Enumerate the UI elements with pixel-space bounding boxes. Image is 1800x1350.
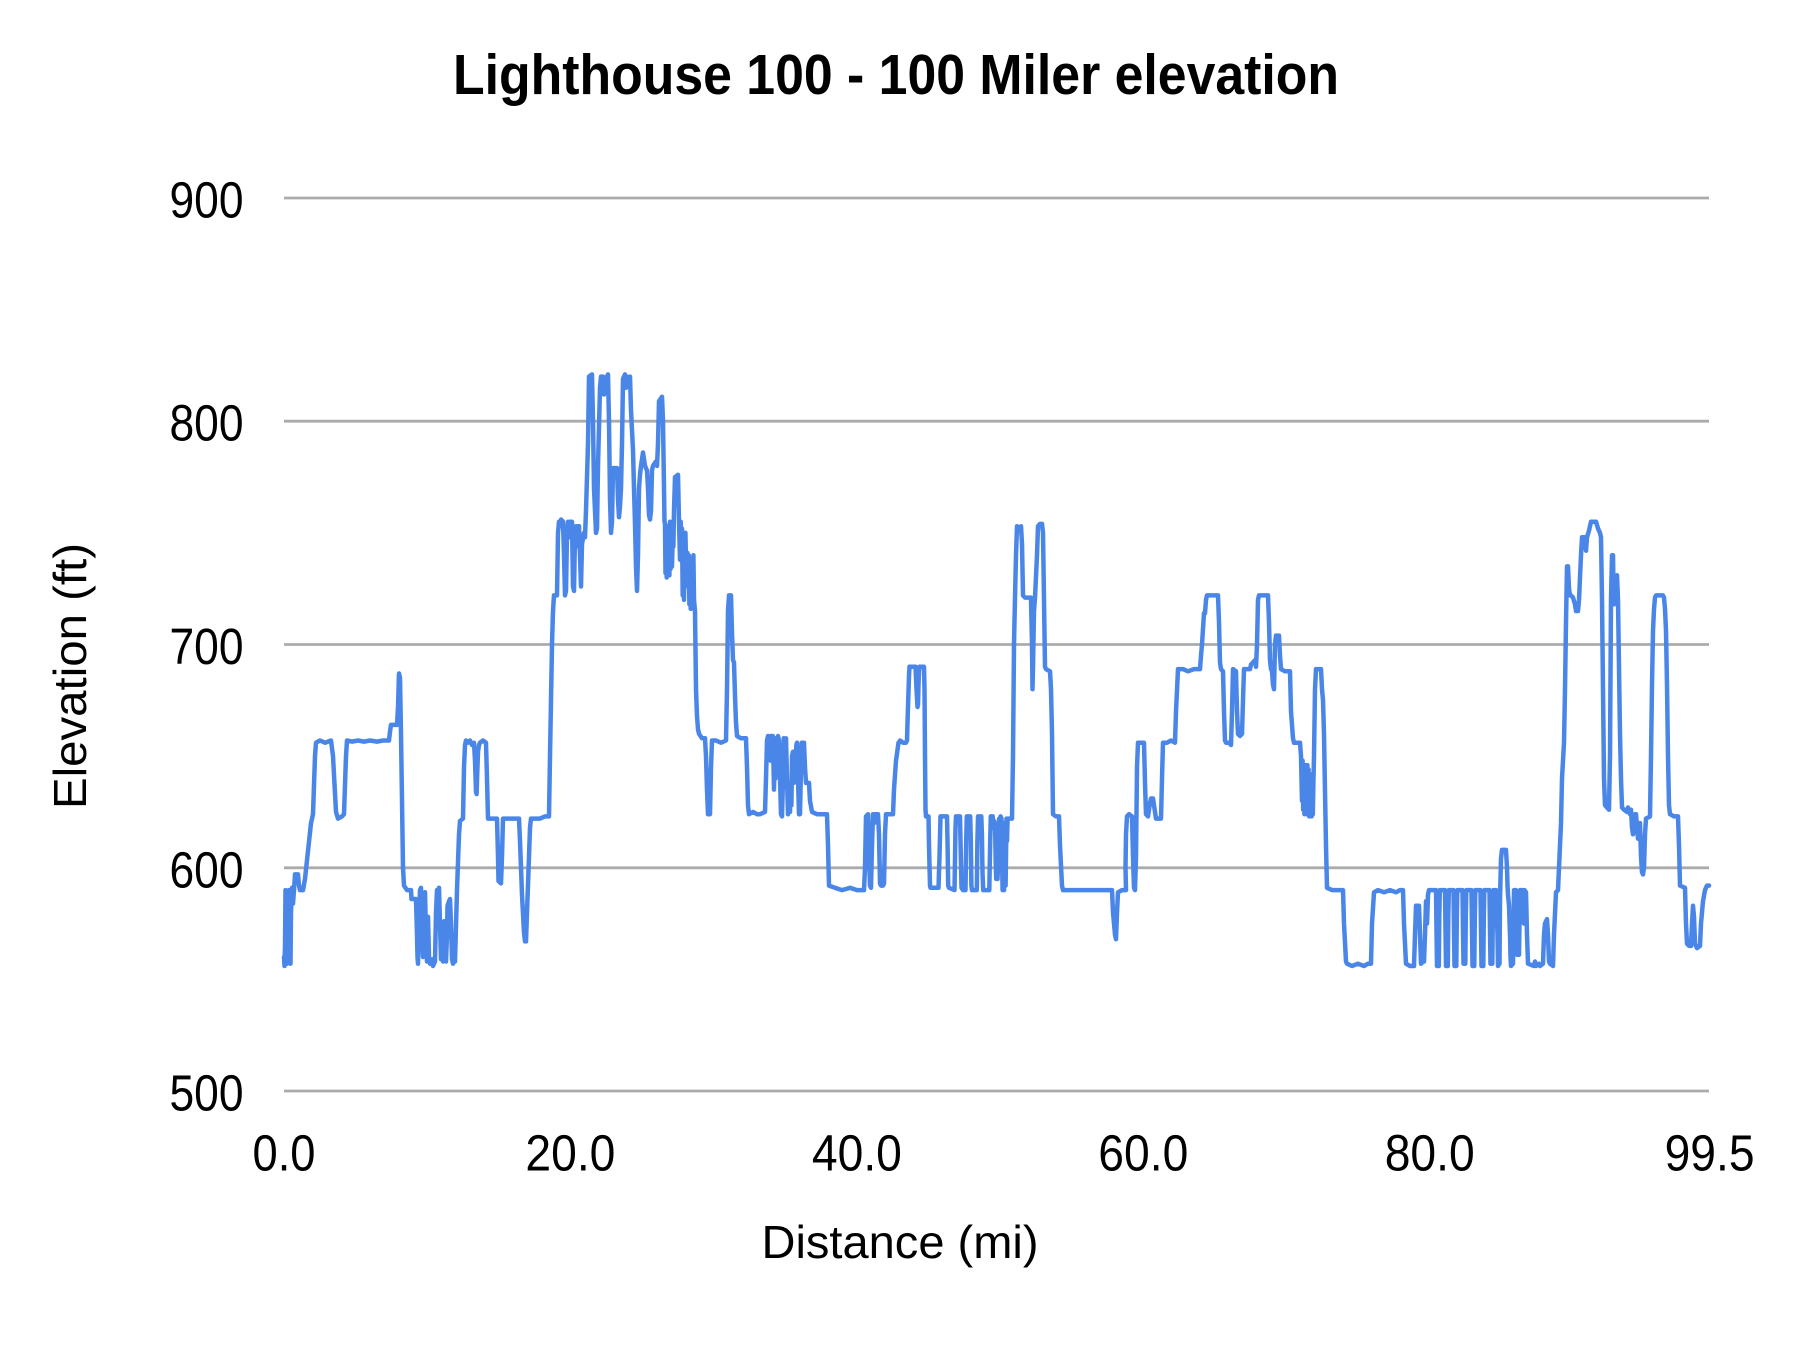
svg-text:900: 900 — [170, 172, 244, 229]
svg-text:60.0: 60.0 — [1098, 1125, 1188, 1182]
svg-text:40.0: 40.0 — [812, 1125, 902, 1182]
svg-text:Distance (mi): Distance (mi) — [762, 1216, 1039, 1268]
svg-text:20.0: 20.0 — [525, 1125, 615, 1182]
svg-text:800: 800 — [170, 395, 244, 452]
svg-text:80.0: 80.0 — [1385, 1125, 1475, 1182]
svg-text:700: 700 — [170, 618, 244, 675]
svg-text:600: 600 — [170, 841, 244, 898]
svg-text:Elevation (ft): Elevation (ft) — [44, 543, 96, 809]
svg-text:0.0: 0.0 — [253, 1125, 316, 1182]
svg-text:99.5: 99.5 — [1665, 1125, 1755, 1182]
svg-text:Lighthouse 100 - 100 Miler ele: Lighthouse 100 - 100 Miler elevation — [453, 43, 1339, 107]
svg-text:500: 500 — [170, 1065, 244, 1122]
